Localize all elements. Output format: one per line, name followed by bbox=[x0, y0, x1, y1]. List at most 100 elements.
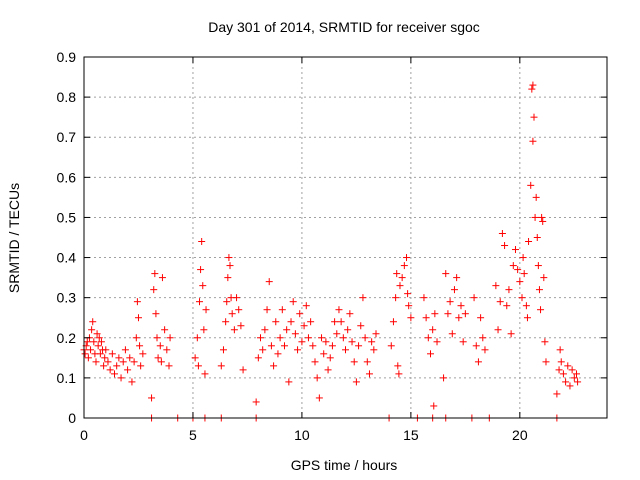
data-point bbox=[315, 394, 323, 402]
data-point bbox=[130, 358, 138, 366]
data-point bbox=[97, 338, 105, 346]
data-point bbox=[444, 310, 452, 318]
data-point bbox=[357, 322, 365, 330]
data-point bbox=[307, 318, 315, 326]
data-point bbox=[335, 306, 343, 314]
data-point bbox=[88, 326, 96, 334]
data-point bbox=[199, 282, 207, 290]
data-point bbox=[481, 346, 489, 354]
data-point bbox=[265, 278, 273, 286]
data-point bbox=[278, 306, 286, 314]
data-point bbox=[365, 370, 373, 378]
data-point bbox=[359, 294, 367, 302]
data-point bbox=[96, 350, 104, 358]
data-point bbox=[198, 238, 206, 246]
data-point bbox=[222, 318, 230, 326]
data-point bbox=[87, 346, 95, 354]
data-point bbox=[121, 346, 129, 354]
data-point bbox=[520, 270, 528, 278]
data-point bbox=[83, 338, 91, 346]
data-point bbox=[368, 338, 376, 346]
data-point bbox=[344, 326, 352, 334]
data-point bbox=[152, 310, 160, 318]
data-point bbox=[337, 318, 345, 326]
data-point bbox=[361, 334, 369, 342]
data-point bbox=[158, 274, 166, 282]
data-point bbox=[151, 270, 159, 278]
data-point bbox=[287, 318, 295, 326]
x-tick-label: 5 bbox=[189, 427, 197, 443]
data-point bbox=[322, 338, 330, 346]
data-point bbox=[228, 310, 236, 318]
data-point bbox=[405, 302, 413, 310]
data-point bbox=[395, 370, 403, 378]
data-point bbox=[150, 286, 158, 294]
data-point bbox=[448, 330, 456, 338]
data-point bbox=[450, 286, 458, 294]
data-point bbox=[453, 274, 461, 282]
data-point bbox=[289, 298, 297, 306]
data-point bbox=[237, 322, 245, 330]
y-tick-label: 0.3 bbox=[57, 290, 77, 306]
data-point bbox=[90, 338, 98, 346]
data-point bbox=[326, 354, 334, 362]
data-point bbox=[311, 358, 319, 366]
data-point bbox=[393, 270, 401, 278]
data-point bbox=[148, 394, 156, 402]
data-point bbox=[570, 374, 578, 382]
data-point bbox=[102, 346, 110, 354]
data-point bbox=[507, 330, 515, 338]
data-point bbox=[115, 354, 123, 362]
data-point bbox=[270, 362, 278, 370]
data-point bbox=[494, 326, 502, 334]
data-point bbox=[257, 334, 265, 342]
data-point bbox=[387, 342, 395, 350]
data-point bbox=[276, 334, 284, 342]
data-point bbox=[197, 266, 205, 274]
data-point bbox=[136, 342, 144, 350]
data-point bbox=[420, 294, 428, 302]
data-point bbox=[498, 229, 506, 237]
data-point bbox=[398, 274, 406, 282]
data-point bbox=[426, 350, 434, 358]
data-point bbox=[564, 362, 572, 370]
data-point bbox=[194, 362, 202, 370]
data-points bbox=[80, 81, 582, 422]
data-point bbox=[153, 334, 161, 342]
data-point bbox=[535, 286, 543, 294]
data-point bbox=[331, 318, 339, 326]
data-point bbox=[300, 322, 308, 330]
data-point bbox=[396, 282, 404, 290]
data-point bbox=[539, 217, 547, 225]
data-point bbox=[104, 358, 112, 366]
data-point bbox=[430, 402, 438, 410]
data-point bbox=[157, 358, 165, 366]
data-point bbox=[459, 338, 467, 346]
data-point bbox=[525, 238, 533, 246]
x-axis-label: GPS time / hours bbox=[291, 457, 398, 473]
data-point bbox=[113, 362, 121, 370]
data-point bbox=[342, 346, 349, 354]
data-point bbox=[339, 334, 347, 342]
data-point bbox=[328, 342, 336, 350]
data-point bbox=[440, 374, 448, 382]
data-point bbox=[233, 294, 241, 302]
data-point bbox=[124, 366, 132, 374]
data-point bbox=[514, 266, 522, 274]
data-point bbox=[291, 330, 299, 338]
data-point bbox=[528, 85, 536, 93]
data-point bbox=[84, 354, 92, 362]
data-point bbox=[461, 310, 469, 318]
data-point bbox=[137, 362, 145, 370]
y-tick-label: 0.5 bbox=[57, 209, 77, 225]
data-point bbox=[202, 306, 210, 314]
data-point bbox=[407, 314, 415, 322]
data-point bbox=[272, 318, 280, 326]
data-point bbox=[133, 298, 141, 306]
data-point bbox=[530, 113, 538, 121]
data-point bbox=[529, 81, 537, 89]
data-point bbox=[139, 350, 147, 358]
data-point bbox=[363, 358, 371, 366]
data-point bbox=[95, 334, 103, 342]
